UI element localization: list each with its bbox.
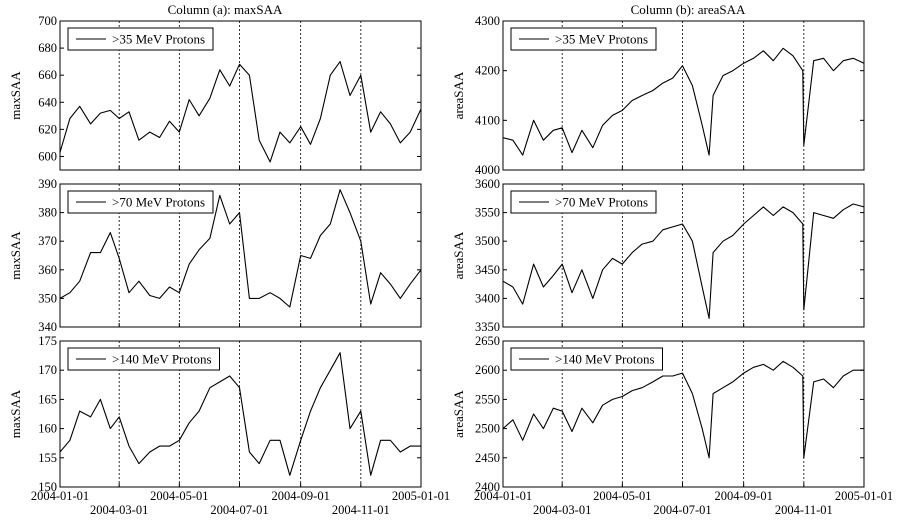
y-tick-label: 2450 bbox=[475, 451, 500, 465]
y-tick-label: 2550 bbox=[475, 392, 500, 406]
legend-box bbox=[510, 347, 663, 371]
legend: >140 MeV Protons bbox=[510, 347, 663, 371]
y-tick-label: 380 bbox=[38, 206, 57, 220]
y-tick-label: 370 bbox=[38, 234, 57, 248]
column-b-title: Column (b): areaSAA bbox=[631, 2, 746, 17]
legend-box bbox=[510, 27, 657, 51]
series-line bbox=[59, 189, 422, 308]
y-axis-label: maxSAA bbox=[8, 71, 23, 120]
y-tick-label: 3550 bbox=[475, 206, 500, 220]
x-tick-label: 2005-01-01 bbox=[835, 489, 893, 503]
y-tick-label: 3500 bbox=[475, 234, 500, 248]
panel-b-1: 4000 4100 4200 4300 areaSAA >35 MeV Protons bbox=[451, 14, 865, 177]
y-tick-label: 160 bbox=[38, 422, 57, 436]
x-tick-label: 2004-03-01 bbox=[90, 503, 148, 517]
series-line bbox=[59, 352, 421, 476]
legend-label: >140 MeV Protons bbox=[112, 352, 212, 367]
y-tick-label: 155 bbox=[38, 451, 57, 465]
y-tick-label: 660 bbox=[38, 68, 57, 82]
legend-box bbox=[510, 190, 657, 214]
plot-frame bbox=[59, 340, 422, 488]
y-tick-label: 2400 bbox=[475, 480, 500, 494]
plot-frame bbox=[502, 340, 865, 488]
series-line bbox=[59, 61, 422, 163]
legend: >35 MeV Protons bbox=[510, 27, 657, 51]
legend-box bbox=[67, 190, 214, 214]
x-tick-label: 2004-11-01 bbox=[775, 503, 833, 517]
legend-label: >70 MeV Protons bbox=[112, 195, 205, 210]
legend-label: >140 MeV Protons bbox=[555, 352, 655, 367]
x-tick-label: 2004-05-01 bbox=[593, 489, 651, 503]
y-tick-label: 340 bbox=[38, 320, 57, 334]
y-tick-label: 640 bbox=[38, 95, 57, 109]
y-tick-label: 2500 bbox=[475, 422, 500, 436]
y-tick-label: 170 bbox=[38, 363, 57, 377]
x-tick-label: 2004-09-01 bbox=[715, 489, 773, 503]
y-axis-label: maxSAA bbox=[8, 231, 23, 280]
x-tick-label: 2004-01-01 bbox=[474, 489, 532, 503]
y-axis-label: areaSAA bbox=[451, 71, 466, 119]
y-tick-label: 165 bbox=[38, 392, 57, 406]
series-line bbox=[502, 203, 865, 319]
y-tick-label: 360 bbox=[38, 263, 57, 277]
y-tick-label: 4000 bbox=[475, 163, 500, 177]
series-line bbox=[502, 47, 865, 156]
y-tick-label: 4300 bbox=[475, 14, 500, 28]
y-tick-label: 620 bbox=[38, 122, 57, 136]
y-tick-label: 3400 bbox=[475, 291, 500, 305]
y-axis-label: maxSAA bbox=[8, 389, 23, 438]
plot-frame bbox=[502, 20, 865, 171]
column-a-title: Column (a): maxSAA bbox=[168, 2, 283, 17]
series-line bbox=[502, 360, 864, 459]
panel-b-2: 3350 3400 3450 3500 3550 3600 areaSAA >70 MeV P… bbox=[451, 177, 865, 334]
panel-a-1: 600 620 640 660 680 700 maxSAA >35 MeV Protons bbox=[8, 14, 422, 171]
y-tick-label: 600 bbox=[38, 149, 57, 163]
x-tick-label: 2004-01-01 bbox=[31, 489, 89, 503]
x-tick-label: 2004-11-01 bbox=[332, 503, 390, 517]
y-tick-label: 3600 bbox=[475, 177, 500, 191]
x-tick-label: 2004-09-01 bbox=[272, 489, 330, 503]
y-tick-label: 390 bbox=[38, 177, 57, 191]
x-tick-label: 2004-03-01 bbox=[533, 503, 591, 517]
y-tick-label: 4200 bbox=[475, 64, 500, 78]
plot-frame bbox=[502, 183, 865, 328]
legend-label: >70 MeV Protons bbox=[555, 195, 648, 210]
y-tick-label: 4100 bbox=[475, 113, 500, 127]
legend-label: >35 MeV Protons bbox=[112, 32, 205, 47]
y-tick-label: 3350 bbox=[475, 320, 500, 334]
x-tick-label: 2005-01-01 bbox=[392, 489, 450, 503]
x-tick-label: 2004-07-01 bbox=[210, 503, 268, 517]
y-tick-label: 700 bbox=[38, 14, 57, 28]
plot-frame bbox=[59, 20, 422, 171]
y-tick-label: 680 bbox=[38, 41, 57, 55]
y-tick-label: 2650 bbox=[475, 334, 500, 348]
legend-box bbox=[67, 347, 220, 371]
legend: >70 MeV Protons bbox=[510, 190, 657, 214]
plot-frame bbox=[59, 183, 422, 328]
legend-box bbox=[67, 27, 214, 51]
legend: >140 MeV Protons bbox=[67, 347, 220, 371]
y-axis-label: areaSAA bbox=[451, 390, 466, 438]
y-tick-label: 3450 bbox=[475, 263, 500, 277]
panel-a-2: 340 350 360 370 380 390 maxSAA >70 MeV Protons bbox=[8, 177, 422, 334]
y-tick-label: 175 bbox=[38, 334, 57, 348]
x-tick-label: 2004-07-01 bbox=[653, 503, 711, 517]
legend-label: >35 MeV Protons bbox=[555, 32, 648, 47]
y-axis-label: areaSAA bbox=[451, 231, 466, 279]
legend: >35 MeV Protons bbox=[67, 27, 214, 51]
x-tick-label: 2004-05-01 bbox=[150, 489, 208, 503]
y-tick-label: 150 bbox=[38, 480, 57, 494]
y-tick-label: 2600 bbox=[475, 363, 500, 377]
y-tick-label: 350 bbox=[38, 291, 57, 305]
legend: >70 MeV Protons bbox=[67, 190, 214, 214]
